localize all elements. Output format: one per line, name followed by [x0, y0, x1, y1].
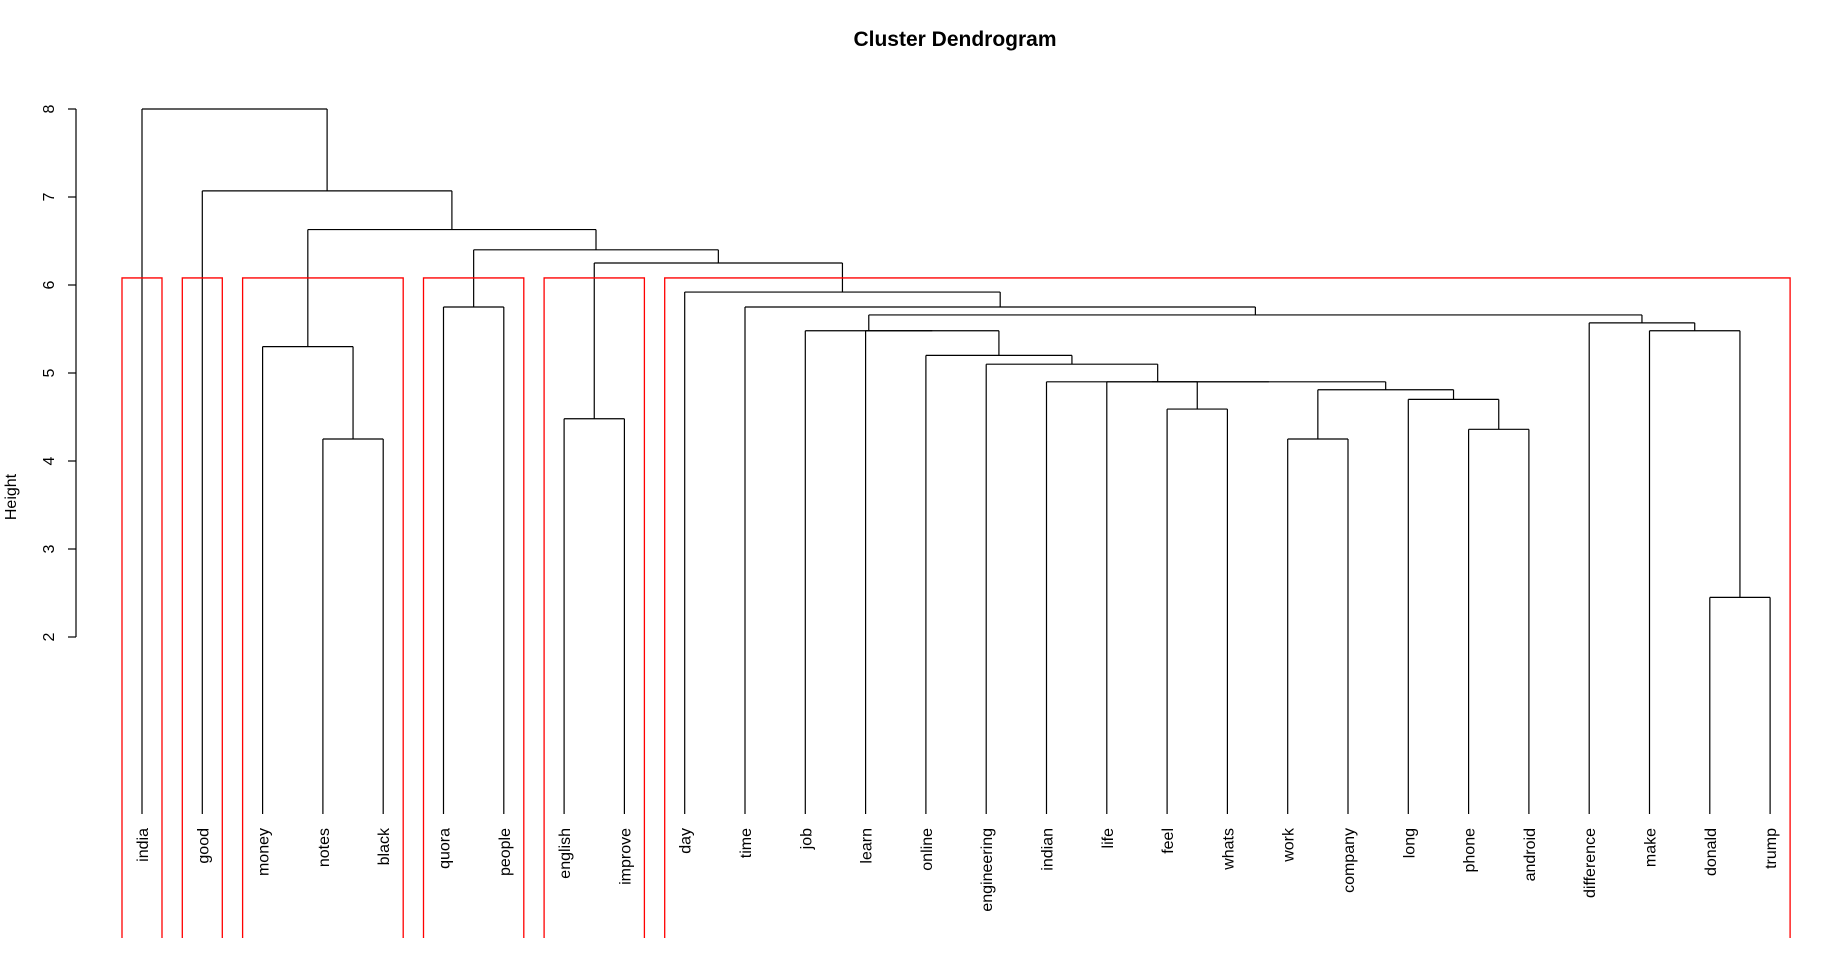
leaf-label: phone	[1462, 828, 1479, 873]
chart-title: Cluster Dendrogram	[853, 28, 1056, 51]
y-axis-label: Height	[3, 473, 20, 520]
leaf-label: feel	[1160, 828, 1177, 854]
cluster-rectangle	[664, 277, 1791, 938]
leaf-label: good	[195, 828, 212, 864]
leaf-label: indian	[1040, 828, 1057, 871]
leaf-label: quora	[437, 828, 454, 869]
leaf-label: time	[738, 828, 755, 858]
leaf-label: long	[1401, 828, 1418, 858]
leaf-label: online	[919, 828, 936, 871]
leaf-label: black	[376, 827, 393, 865]
leaf-label: job	[798, 828, 815, 850]
y-tick-label: 7	[41, 192, 58, 201]
leaf-label: engineering	[979, 828, 996, 912]
leaf-label: company	[1341, 828, 1358, 893]
cluster-rectangle	[121, 277, 163, 938]
leaf-label: trump	[1763, 828, 1780, 869]
leaf-label: improve	[617, 828, 634, 885]
cluster-rectangle	[181, 277, 223, 938]
leaf-labels: india good money notes black quora people engli…	[135, 827, 1780, 912]
dendrogram-branches	[141, 108, 1771, 814]
leaf-label: whats	[1220, 828, 1237, 871]
leaf-label: make	[1643, 828, 1660, 867]
leaf-label: work	[1281, 827, 1298, 863]
y-axis: 2 3 4 5 6 7 8	[41, 104, 77, 641]
leaf-label: india	[135, 828, 152, 862]
y-tick-label: 6	[41, 280, 58, 289]
y-tick-label: 3	[41, 544, 58, 553]
y-tick-label: 8	[41, 104, 58, 113]
y-tick-label: 4	[41, 456, 58, 465]
cluster-rectangles	[121, 277, 1791, 938]
leaf-label: donald	[1703, 828, 1720, 876]
leaf-label: people	[497, 828, 514, 876]
leaf-label: android	[1522, 828, 1539, 881]
leaf-label: money	[256, 828, 273, 876]
leaf-label: english	[557, 828, 574, 879]
leaf-label: day	[678, 828, 695, 854]
cluster-rectangle	[422, 277, 525, 938]
leaf-label: notes	[316, 828, 333, 867]
cluster-rectangle	[543, 277, 646, 938]
y-tick-label: 5	[41, 368, 58, 377]
cluster-rectangle	[241, 277, 404, 938]
leaf-label: difference	[1582, 828, 1599, 898]
y-tick-label: 2	[41, 632, 58, 641]
leaf-label: learn	[859, 828, 876, 864]
leaf-label: life	[1100, 828, 1117, 849]
